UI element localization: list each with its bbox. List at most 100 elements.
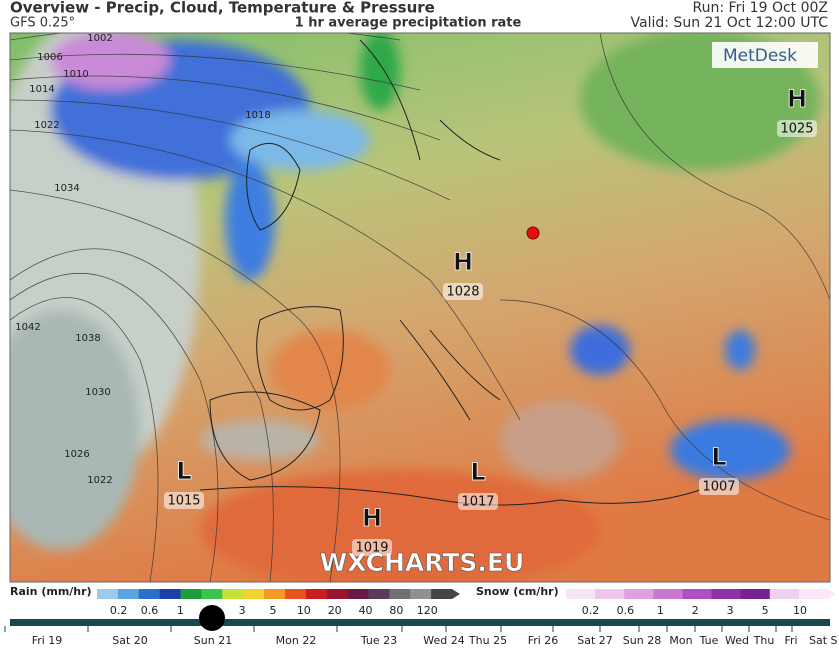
timeline-handle[interactable] xyxy=(199,605,225,631)
snow-swatch xyxy=(595,589,625,599)
snow-swatch xyxy=(653,589,683,599)
rain-swatch xyxy=(326,589,349,599)
model: GFS 0.25° xyxy=(10,16,75,31)
timeline-day[interactable]: Sat 27 xyxy=(577,634,613,647)
rain-tick-label: 0.2 xyxy=(110,604,128,617)
isobar-label: 1018 xyxy=(245,110,270,121)
rain-tick-label: 20 xyxy=(328,604,342,617)
rain-swatch xyxy=(159,589,182,599)
rain-label: Rain (mm/hr) xyxy=(10,585,92,598)
rain-swatch xyxy=(305,589,328,599)
timeline-day[interactable]: Sat 20 xyxy=(112,634,148,647)
pressure-type: H xyxy=(787,85,807,113)
pressure-box xyxy=(458,493,498,510)
rain-swatch xyxy=(117,589,140,599)
rain-swatch xyxy=(264,589,286,599)
snow-swatch xyxy=(711,589,742,599)
pressure-value: 1017 xyxy=(461,495,494,510)
isobar-label: 1006 xyxy=(37,52,62,63)
rain-swatch xyxy=(410,589,432,599)
timeline-day[interactable]: Wed 24 xyxy=(423,634,464,647)
snow-swatch xyxy=(769,589,800,599)
title: Overview - Precip, Cloud, Temperature & … xyxy=(10,0,435,17)
pressure-value: 1028 xyxy=(446,285,479,300)
pressure-box xyxy=(443,283,483,300)
rain-tick-label: 3 xyxy=(239,604,246,617)
timeline-day[interactable]: Fri 26 xyxy=(528,634,559,647)
pressure-type: L xyxy=(470,458,485,486)
rain-swatch xyxy=(180,589,202,599)
timeline-day[interactable]: Thu xyxy=(753,634,775,647)
rain-swatch xyxy=(284,589,307,599)
pressure-value: 1015 xyxy=(167,494,200,509)
snow-tick-label: 0.6 xyxy=(617,604,635,617)
timeline-day[interactable]: Fri xyxy=(784,634,797,647)
snow-tick-label: 5 xyxy=(762,604,769,617)
timeline-day[interactable]: Fri 19 xyxy=(32,634,63,647)
pressure-box xyxy=(164,492,204,509)
pressure-type: L xyxy=(176,457,191,485)
rain-tick-label: 80 xyxy=(389,604,403,617)
snow-swatch xyxy=(682,589,713,599)
isobar-label: 1038 xyxy=(75,333,100,344)
run: Run: Fri 19 Oct 00Z xyxy=(693,0,828,16)
snow-tick-label: 0.2 xyxy=(582,604,600,617)
snow-swatch xyxy=(566,589,596,599)
timeline-bar xyxy=(10,619,830,626)
rain-tick-label: 120 xyxy=(417,604,438,617)
timeline-day[interactable]: Sun 28 xyxy=(623,634,661,647)
pressure-value: 1019 xyxy=(355,541,388,556)
pressure-type: H xyxy=(453,248,473,276)
rain-swatch xyxy=(431,589,453,599)
timeline-day[interactable]: Sat xyxy=(809,634,828,647)
rain-swatch xyxy=(368,589,390,599)
rain-tick-label: 10 xyxy=(297,604,311,617)
snow-tick-label: 10 xyxy=(793,604,807,617)
timeline-day[interactable]: Mon xyxy=(669,634,692,647)
isobar-label: 1030 xyxy=(85,387,110,398)
valid: Valid: Sun 21 Oct 12:00 UTC xyxy=(631,15,829,31)
rain-tick-label: 5 xyxy=(269,604,276,617)
isobar-label: 1042 xyxy=(15,322,40,333)
rain-swatch xyxy=(222,589,244,599)
timeline-day[interactable]: Sun 21 xyxy=(194,634,232,647)
pressure-value: 1025 xyxy=(780,122,813,137)
timeline-day[interactable]: Mon 22 xyxy=(276,634,317,647)
logo: MetDesk xyxy=(723,46,797,66)
isobar-label: 1010 xyxy=(63,69,88,80)
timeline-day[interactable]: Thu 25 xyxy=(468,634,507,647)
snow-tick-label: 2 xyxy=(692,604,699,617)
rain-tick-label: 1 xyxy=(177,604,184,617)
rain-arrow xyxy=(452,589,460,599)
snow-label: Snow (cm/hr) xyxy=(476,585,559,598)
isobar-label: 1014 xyxy=(29,84,54,95)
snow-swatch xyxy=(798,589,829,599)
timeline-day[interactable]: Tue xyxy=(699,634,719,647)
subtitle: 1 hr average precipitation rate xyxy=(295,16,522,31)
rain-swatch xyxy=(97,589,119,599)
rain-swatch xyxy=(389,589,411,599)
isobar-label: 1022 xyxy=(87,475,112,486)
rain-tick-label: 0.6 xyxy=(141,604,159,617)
snow-swatch xyxy=(624,589,654,599)
snow-arrow xyxy=(828,589,836,599)
rain-swatch xyxy=(347,589,369,599)
pressure-type: L xyxy=(711,443,726,471)
location-marker xyxy=(526,226,540,240)
rain-swatch xyxy=(243,589,265,599)
snow-tick-label: 1 xyxy=(657,604,664,617)
snow-tick-label: 3 xyxy=(727,604,734,617)
rain-swatch xyxy=(201,589,223,599)
pressure-box xyxy=(352,539,392,556)
pressure-value: 1007 xyxy=(702,480,735,495)
timeline-day[interactable]: Tue 23 xyxy=(360,634,397,647)
timeline-day[interactable]: Wed xyxy=(725,634,749,647)
watermark: WXCHARTS.EU xyxy=(320,548,525,577)
snow-swatch xyxy=(740,589,771,599)
timeline-day[interactable]: S xyxy=(831,634,838,647)
map-frame xyxy=(9,32,831,583)
pressure-box xyxy=(777,120,817,137)
